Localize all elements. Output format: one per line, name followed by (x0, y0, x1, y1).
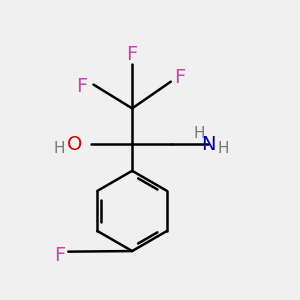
Text: N: N (201, 135, 215, 154)
Text: F: F (54, 246, 65, 265)
Text: O: O (67, 135, 82, 154)
Text: H: H (54, 141, 65, 156)
Text: H: H (217, 141, 229, 156)
Text: F: F (76, 76, 87, 96)
Text: H: H (193, 126, 205, 141)
Text: F: F (127, 45, 138, 64)
Text: F: F (174, 68, 185, 87)
